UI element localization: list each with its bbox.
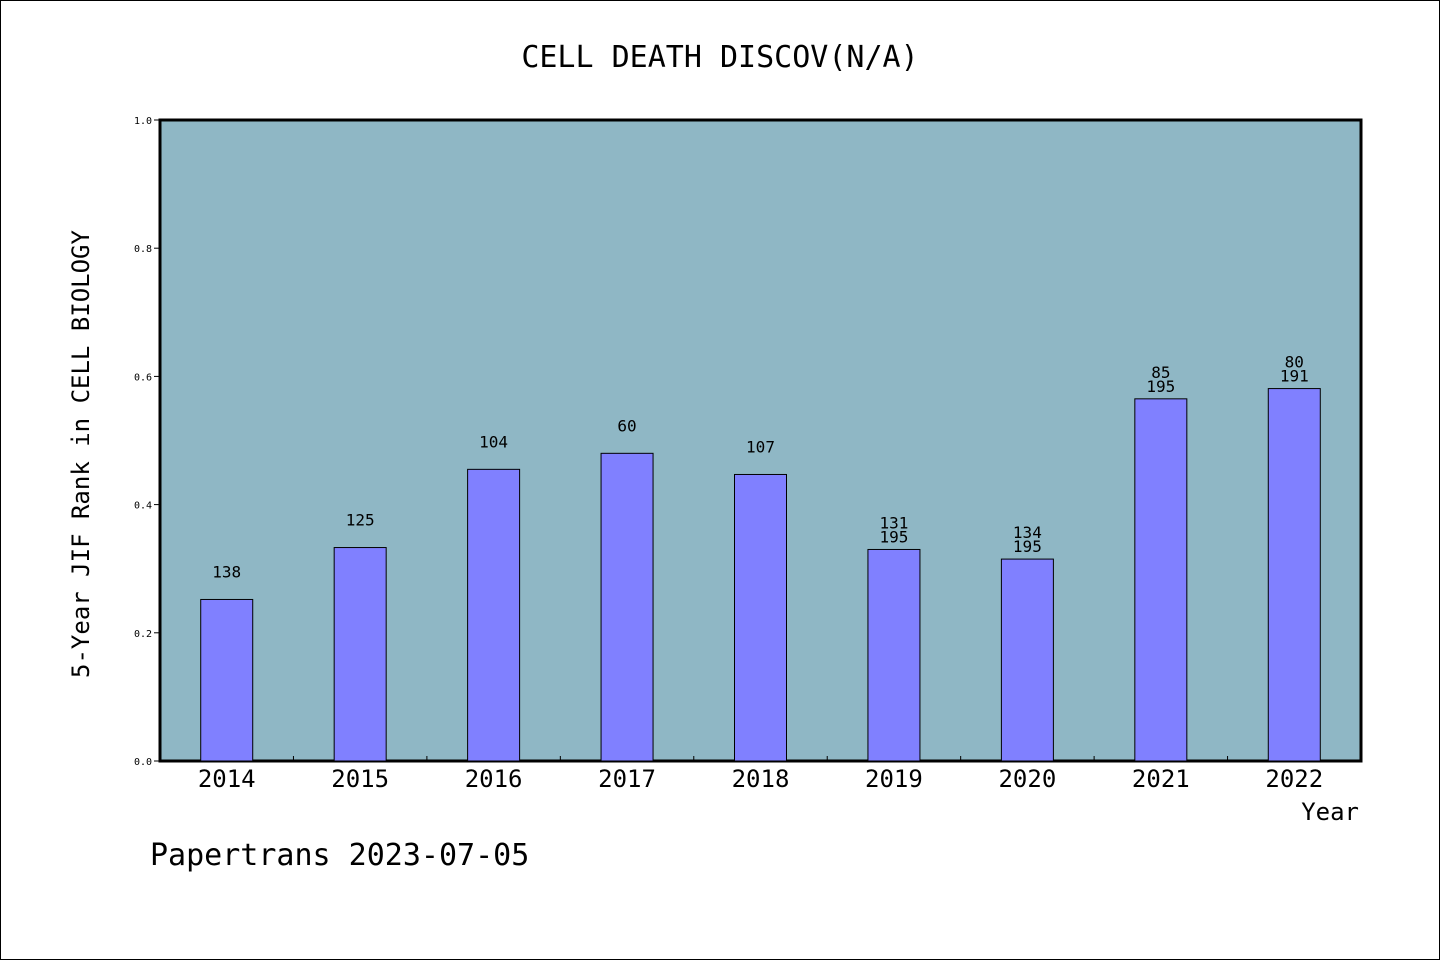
bar-data-label: 195	[1013, 537, 1042, 556]
bar-2018	[734, 473, 787, 762]
y-tick-label: 0.6	[134, 372, 152, 383]
y-tick-label: 1.0	[134, 116, 152, 127]
bar-2022	[1267, 388, 1321, 762]
bar-data-label: 80	[1285, 353, 1304, 372]
x-tick-label: 2021	[1132, 765, 1190, 793]
bar-data-label: 107	[746, 437, 775, 456]
bar-2020	[1000, 558, 1054, 762]
x-tick-label: 2016	[465, 765, 523, 793]
bars-group	[200, 388, 1321, 762]
x-axis-label: Year	[1301, 798, 1359, 826]
x-tick-label: 2019	[865, 765, 923, 793]
bar-data-label: 125	[346, 511, 375, 530]
x-axis: 2014 2015 2016 2017 2018 2019 2020 2021 2022	[198, 756, 1323, 793]
bar-data-label: 195	[1146, 377, 1175, 396]
bar-data-label: 138	[212, 562, 241, 581]
x-tick-label: 2018	[732, 765, 790, 793]
y-tick-label: 0.4	[134, 501, 152, 512]
bar-2017	[600, 452, 654, 762]
y-axis-label: 5-Year JIF Rank in CELL BIOLOGY	[67, 229, 95, 677]
y-tick-label: 0.2	[134, 629, 152, 640]
bar-data-label: 104	[479, 432, 508, 451]
bar-data-label: 191	[1280, 367, 1309, 386]
bar-data-label: 60	[617, 416, 636, 435]
x-tick-label: 2020	[998, 765, 1056, 793]
x-tick-label: 2022	[1265, 765, 1323, 793]
x-tick-label: 2017	[598, 765, 656, 793]
x-tick-label: 2014	[198, 765, 256, 793]
bar-data-label: 85	[1151, 363, 1170, 382]
y-tick-label: 0.0	[134, 757, 152, 768]
bar-data-label: 131	[879, 513, 908, 532]
bar-data-label: 195	[879, 527, 908, 546]
x-tick-label: 2015	[331, 765, 389, 793]
bar-2021	[1134, 398, 1188, 762]
credit-text: Papertrans 2023-07-05	[150, 838, 529, 873]
y-axis: 0.0 0.2 0.4 0.6 0.8 1.0	[134, 116, 160, 768]
y-tick-label: 0.8	[134, 244, 152, 255]
bar-2016	[467, 468, 521, 762]
chart-title: CELL DEATH DISCOV(N/A)	[521, 40, 918, 75]
bar-2014	[200, 598, 254, 762]
bar-data-label: 134	[1013, 523, 1042, 542]
bar-2019	[867, 548, 921, 762]
bar-2015	[333, 547, 387, 762]
